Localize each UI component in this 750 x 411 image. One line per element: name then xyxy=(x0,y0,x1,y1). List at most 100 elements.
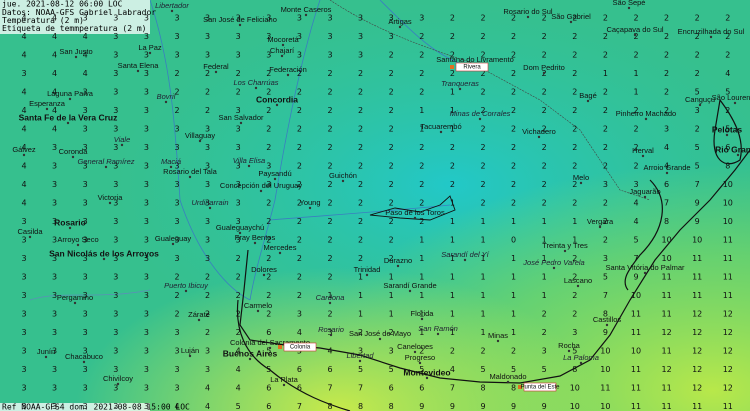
temperature-label: 1 xyxy=(358,310,363,319)
temperature-label: 11 xyxy=(723,402,733,411)
temperature-label: 1 xyxy=(511,328,516,337)
temperature-label: 3 xyxy=(358,51,363,60)
city-label: Pinheiro Machado xyxy=(616,109,676,118)
temperature-label: 2 xyxy=(572,14,577,23)
temperature-label: 1 xyxy=(450,106,455,115)
temperature-label: 10 xyxy=(600,365,610,374)
temperature-label: 10 xyxy=(692,236,702,245)
temperature-label: 9 xyxy=(633,273,638,282)
city-label: Jaguarão xyxy=(629,187,660,196)
temperature-label: 11 xyxy=(692,402,702,411)
temperature-label: 2 xyxy=(511,88,516,97)
temperature-label: 11 xyxy=(662,273,672,282)
city-label: Encruzilhada do Sul xyxy=(678,27,745,36)
city-dot xyxy=(308,206,312,210)
temperature-label: 2 xyxy=(542,328,547,337)
temperature-label: 2 xyxy=(542,106,547,115)
city-dot xyxy=(268,346,272,350)
temperature-label: 2 xyxy=(174,291,179,300)
city-label: Minas xyxy=(488,331,508,340)
temperature-label: 9 xyxy=(419,402,424,411)
temperature-label: 11 xyxy=(723,236,733,245)
city-label: Minas de Corrales xyxy=(450,109,511,118)
coast xyxy=(239,149,750,384)
temperature-label: 3 xyxy=(113,180,118,189)
temperature-label: 3 xyxy=(113,143,118,152)
temperature-label: 3 xyxy=(144,217,149,226)
temperature-label: 1 xyxy=(419,125,424,134)
station-box xyxy=(523,382,557,392)
city-dot xyxy=(586,99,590,103)
temperature-label: 1 xyxy=(327,291,332,300)
temperature-label: 7 xyxy=(297,402,302,411)
temperature-label: 5 xyxy=(266,365,271,374)
city-label: Rosario xyxy=(318,325,344,334)
city-dot xyxy=(598,225,602,229)
city-dot xyxy=(280,54,284,58)
temperature-label: 2 xyxy=(725,106,730,115)
temperature-label: 3 xyxy=(236,236,241,245)
temperature-label: 2 xyxy=(511,180,516,189)
temperature-label: 2 xyxy=(327,143,332,152)
temperature-label: 1 xyxy=(542,273,547,282)
city-label: Villaguay xyxy=(185,131,216,140)
temperature-label: 1 xyxy=(450,291,455,300)
temperature-label: 3 xyxy=(205,143,210,152)
temperature-label: 2 xyxy=(389,162,394,171)
temperature-label: 2 xyxy=(664,51,669,60)
temperature-label: 3 xyxy=(144,310,149,319)
temperature-label: 12 xyxy=(692,310,702,319)
temperature-label: 3 xyxy=(83,143,88,152)
temperature-label: 2 xyxy=(389,254,394,263)
temperature-label: 2 xyxy=(664,32,669,41)
temperature-label: 2 xyxy=(174,310,179,319)
temperature-label: 2 xyxy=(236,254,241,263)
city-label: Viale xyxy=(114,135,131,144)
temperature-label: 8 xyxy=(572,365,577,374)
city-dot xyxy=(253,241,257,245)
temperature-label: 1 xyxy=(450,125,455,134)
temperature-label: 2 xyxy=(542,88,547,97)
city-label: Treinta y Tres xyxy=(542,241,588,250)
temperature-label: 3 xyxy=(83,180,88,189)
temperature-label: 1 xyxy=(480,217,485,226)
city-label: Santa Fe de la Vera Cruz xyxy=(19,112,118,122)
temperature-label: 3 xyxy=(113,199,118,208)
temperature-label: 3 xyxy=(113,217,118,226)
temperature-label: 3 xyxy=(664,125,669,134)
temperature-label: 3 xyxy=(144,125,149,134)
city-label: Chivilcoy xyxy=(103,374,133,383)
temperature-label: 4 xyxy=(174,402,179,411)
temperature-label: 2 xyxy=(297,69,302,78)
temperature-label: 1 xyxy=(511,291,516,300)
temperature-label: 1 xyxy=(450,310,455,319)
city-label: Casilda xyxy=(17,227,43,236)
city-label: Santana do Livramento xyxy=(436,55,514,64)
temperature-label: 3 xyxy=(21,365,26,374)
temperature-label: 2 xyxy=(327,88,332,97)
temperature-label: 3 xyxy=(52,384,57,393)
temperature-label: 3 xyxy=(389,347,394,356)
temperature-label: 5 xyxy=(725,125,730,134)
city-dot xyxy=(73,301,77,305)
temperature-label: 1 xyxy=(450,273,455,282)
city-dot xyxy=(136,69,140,73)
temperature-label: 2 xyxy=(480,347,485,356)
city-label: Gálvez xyxy=(12,145,36,154)
temperature-label: 1 xyxy=(542,291,547,300)
city-dot xyxy=(188,175,192,179)
city-dot xyxy=(365,273,369,277)
temperature-label: 4 xyxy=(205,384,210,393)
temperature-label: 5 xyxy=(511,365,516,374)
city-dot xyxy=(28,235,32,239)
city-label: Maldonado xyxy=(489,372,526,381)
city-label: Urdinarrain xyxy=(191,198,228,207)
city-label: Coronda xyxy=(59,147,89,156)
temperature-label: 1 xyxy=(389,310,394,319)
temperature-label: 3 xyxy=(113,125,118,134)
temperature-label: 4 xyxy=(633,199,638,208)
city-dot xyxy=(169,165,173,169)
temperature-label: 2 xyxy=(297,236,302,245)
temperature-grid: 4 4 3 3 3 3 3 3 3 3 3 3 3 3 2 2 2 2 2 2 2 2 2 2 4 4 4 3 3 3 3 3 3 3 3 3 3 2 2 2… xyxy=(21,14,732,411)
temperature-label: 1 xyxy=(633,69,638,78)
